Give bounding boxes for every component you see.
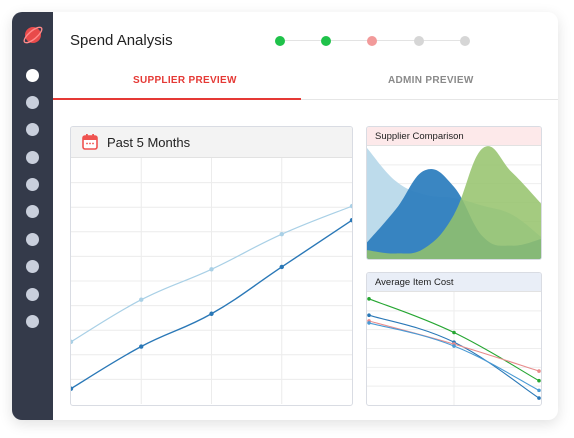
area-series <box>367 146 541 259</box>
data-point <box>349 217 352 223</box>
logo-icon[interactable] <box>22 24 44 46</box>
data-point <box>209 311 214 316</box>
data-point <box>452 330 456 335</box>
sidebar-item-1[interactable] <box>26 69 39 82</box>
data-point <box>279 232 284 237</box>
data-point <box>537 378 541 383</box>
past-months-chart <box>71 158 352 404</box>
panel-header: Average Item Cost <box>367 273 541 292</box>
sidebar-item-6[interactable] <box>26 205 39 218</box>
supplier-comparison-chart <box>367 146 541 259</box>
data-point <box>367 313 371 317</box>
page-title: Spend Analysis <box>70 32 173 49</box>
calendar-icon <box>82 134 98 150</box>
step-3[interactable] <box>367 36 377 46</box>
main-content: Spend Analysis SUPPLIER PREVIEW ADMIN PR… <box>53 12 558 420</box>
sidebar-item-5[interactable] <box>26 178 39 191</box>
sidebar-item-7[interactable] <box>26 233 39 246</box>
data-point <box>537 396 541 400</box>
sidebar <box>12 12 53 420</box>
progress-steps <box>275 34 475 48</box>
tab-admin-preview[interactable]: ADMIN PREVIEW <box>388 75 474 86</box>
step-4[interactable] <box>414 36 424 46</box>
step-2[interactable] <box>321 36 331 46</box>
panel-title: Average Item Cost <box>375 277 454 288</box>
panel-header: Supplier Comparison <box>367 127 541 146</box>
area-series <box>367 168 541 259</box>
app-window: Spend Analysis SUPPLIER PREVIEW ADMIN PR… <box>12 12 558 420</box>
average-item-cost-chart <box>367 292 541 405</box>
data-point <box>367 297 371 301</box>
data-point <box>139 344 144 349</box>
active-tab-indicator <box>53 98 301 100</box>
step-5[interactable] <box>460 36 470 46</box>
data-point <box>537 369 541 373</box>
data-point <box>71 386 74 391</box>
data-point <box>537 388 541 393</box>
average-item-cost-panel: Average Item Cost <box>366 272 542 406</box>
data-point <box>349 203 352 209</box>
data-point <box>452 344 456 348</box>
past-months-panel: Past 5 Months <box>70 126 353 406</box>
tab-divider <box>53 99 558 100</box>
sidebar-item-2[interactable] <box>26 96 39 109</box>
panel-title: Supplier Comparison <box>375 131 464 142</box>
sidebar-item-3[interactable] <box>26 123 39 136</box>
data-point <box>209 267 214 272</box>
sidebar-item-9[interactable] <box>26 288 39 301</box>
step-1[interactable] <box>275 36 285 46</box>
tab-supplier-preview[interactable]: SUPPLIER PREVIEW <box>133 75 237 86</box>
panel-header: Past 5 Months <box>71 127 352 158</box>
sidebar-item-4[interactable] <box>26 151 39 164</box>
sidebar-item-8[interactable] <box>26 260 39 273</box>
data-point <box>71 339 74 345</box>
panel-title: Past 5 Months <box>107 135 191 150</box>
supplier-comparison-panel: Supplier Comparison <box>366 126 542 260</box>
data-point <box>139 297 144 302</box>
sidebar-item-10[interactable] <box>26 315 39 328</box>
data-point <box>279 264 284 270</box>
data-point <box>367 321 371 325</box>
